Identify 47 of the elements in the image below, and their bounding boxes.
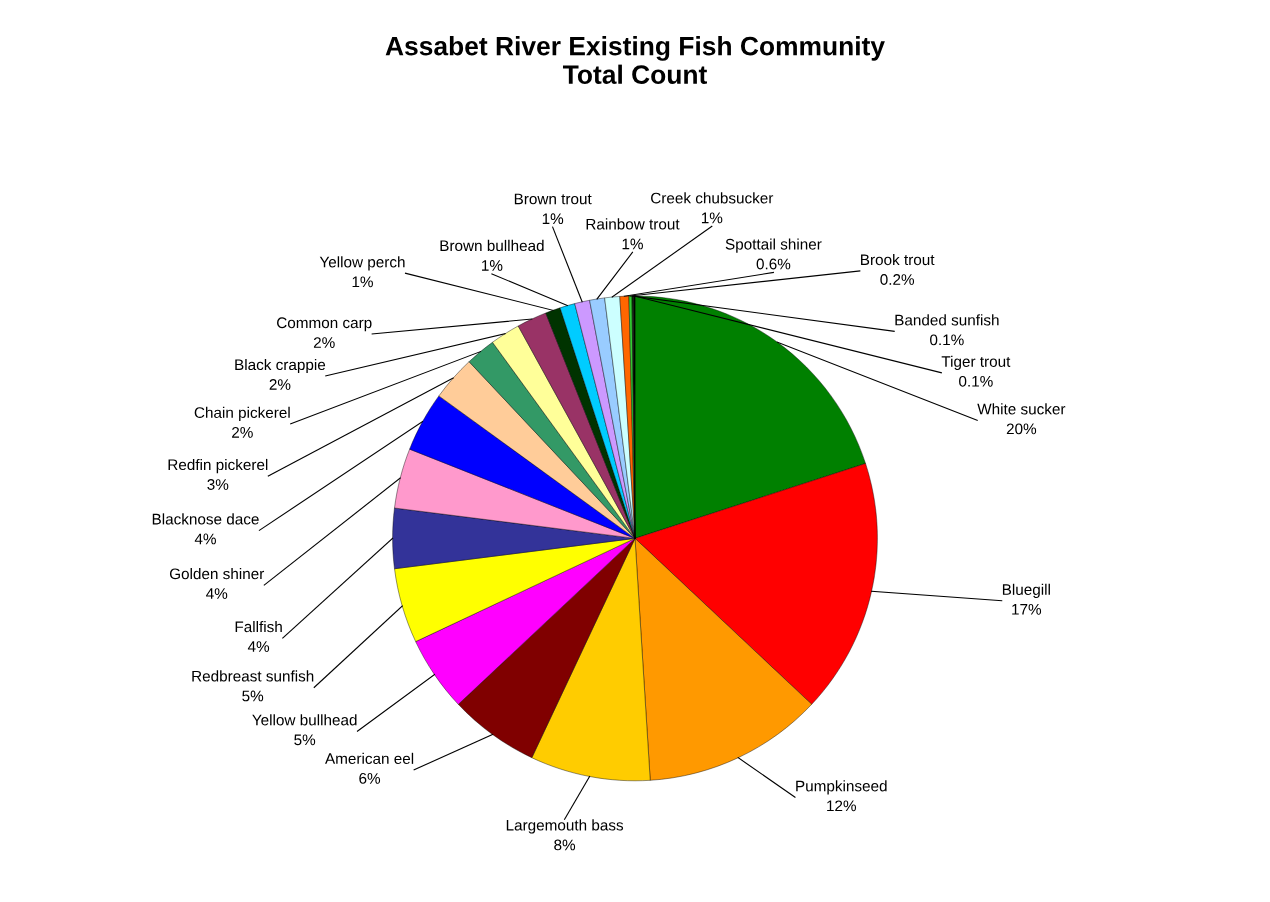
slice-label: Common carp bbox=[277, 317, 372, 332]
data-label: 1% bbox=[622, 238, 643, 250]
data-label: 8% bbox=[554, 839, 576, 851]
slice-label: American eel bbox=[325, 752, 414, 765]
data-label: 0.2% bbox=[880, 274, 915, 285]
slice-label: Chain pickerel bbox=[194, 406, 290, 422]
chart-title: Assabet River Existing Fish Community Total Count bbox=[385, 36, 885, 84]
slice-label: Brown trout bbox=[514, 193, 592, 205]
slice-label: Redbreast sunfish bbox=[192, 670, 314, 682]
data-label: 1% bbox=[701, 212, 723, 224]
slice-label: Yellow bullhead bbox=[252, 714, 357, 726]
data-label: 17% bbox=[1012, 604, 1042, 615]
data-label: 2% bbox=[313, 337, 335, 348]
data-label: 5% bbox=[242, 690, 264, 702]
data-label: 20% bbox=[1006, 423, 1037, 435]
slice-label: Blacknose dace bbox=[152, 513, 259, 525]
slice-label: Pumpkinseed bbox=[796, 780, 887, 795]
slice-label: Brook trout bbox=[861, 253, 935, 266]
slice-label: Bluegill bbox=[1002, 583, 1050, 599]
slice-label: Brown bullhead bbox=[440, 239, 544, 252]
data-label: 1% bbox=[482, 260, 503, 271]
data-label: 0.6% bbox=[756, 258, 791, 270]
slice-label: Creek chubsucker bbox=[651, 192, 774, 204]
data-label: 4% bbox=[194, 533, 216, 545]
data-label: 2% bbox=[269, 379, 291, 390]
data-label: 5% bbox=[294, 734, 316, 746]
slice-label: Banded sunfish bbox=[895, 314, 999, 326]
data-label: 2% bbox=[232, 426, 253, 438]
data-label: 4% bbox=[247, 641, 270, 652]
data-label: 0.1% bbox=[959, 375, 993, 387]
slice-label: Yellow perch bbox=[319, 256, 405, 271]
slice-label: Spottail shiner bbox=[725, 238, 822, 253]
slice-label: Golden shiner bbox=[169, 568, 265, 580]
data-label: 0.1% bbox=[930, 334, 964, 346]
data-label: 3% bbox=[207, 479, 229, 490]
data-label: 4% bbox=[206, 588, 228, 599]
data-label: 12% bbox=[827, 800, 857, 812]
slice-label: Fallfish bbox=[235, 621, 282, 633]
slice-label: White sucker bbox=[977, 403, 1066, 415]
data-label: 6% bbox=[359, 772, 381, 784]
data-label: 1% bbox=[542, 213, 564, 225]
slice-label: Tiger trout bbox=[941, 355, 1011, 370]
slice-label: Black crappie bbox=[235, 358, 326, 374]
slice-label: Redfin pickerel bbox=[168, 458, 268, 474]
data-label: 1% bbox=[352, 276, 373, 288]
slice-label: Rainbow trout bbox=[586, 218, 680, 230]
slice-label: Largemouth bass bbox=[506, 819, 624, 834]
